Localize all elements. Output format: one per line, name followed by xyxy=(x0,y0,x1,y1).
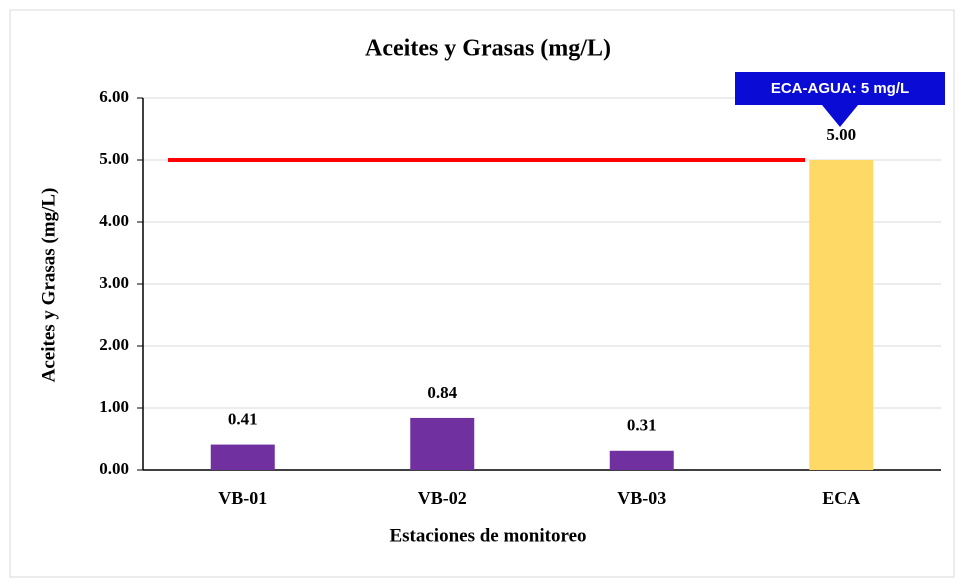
data-label: 5.00 xyxy=(826,125,856,144)
y-tick-label: 0.00 xyxy=(99,459,129,478)
x-axis-title: Estaciones de monitoreo xyxy=(389,525,586,546)
data-label: 0.84 xyxy=(427,383,457,402)
callout-box xyxy=(735,72,945,105)
y-tick-label: 6.00 xyxy=(99,87,129,106)
data-label: 0.31 xyxy=(627,416,657,435)
y-tick-label: 4.00 xyxy=(99,211,129,230)
y-axis-title: Aceites y Grasas (mg/L) xyxy=(38,188,59,383)
chart-title: Aceites y Grasas (mg/L) xyxy=(365,36,611,62)
annotation: ECA-AGUA: 5 mg/L xyxy=(771,80,909,97)
bar xyxy=(609,450,674,470)
x-tick-label: VB-02 xyxy=(418,488,467,508)
y-tick-label: 2.00 xyxy=(99,335,129,354)
bar xyxy=(410,417,475,470)
x-tick-label: VB-03 xyxy=(617,488,666,508)
y-tick-label: 5.00 xyxy=(99,149,129,168)
bar xyxy=(210,444,275,470)
x-tick-label: VB-01 xyxy=(218,488,267,508)
y-tick-label: 1.00 xyxy=(99,397,129,416)
x-tick-label: ECA xyxy=(822,488,860,508)
y-tick-label: 3.00 xyxy=(99,273,129,292)
data-label: 0.41 xyxy=(228,409,258,428)
callout-arrow xyxy=(822,105,858,127)
bar xyxy=(809,160,874,470)
